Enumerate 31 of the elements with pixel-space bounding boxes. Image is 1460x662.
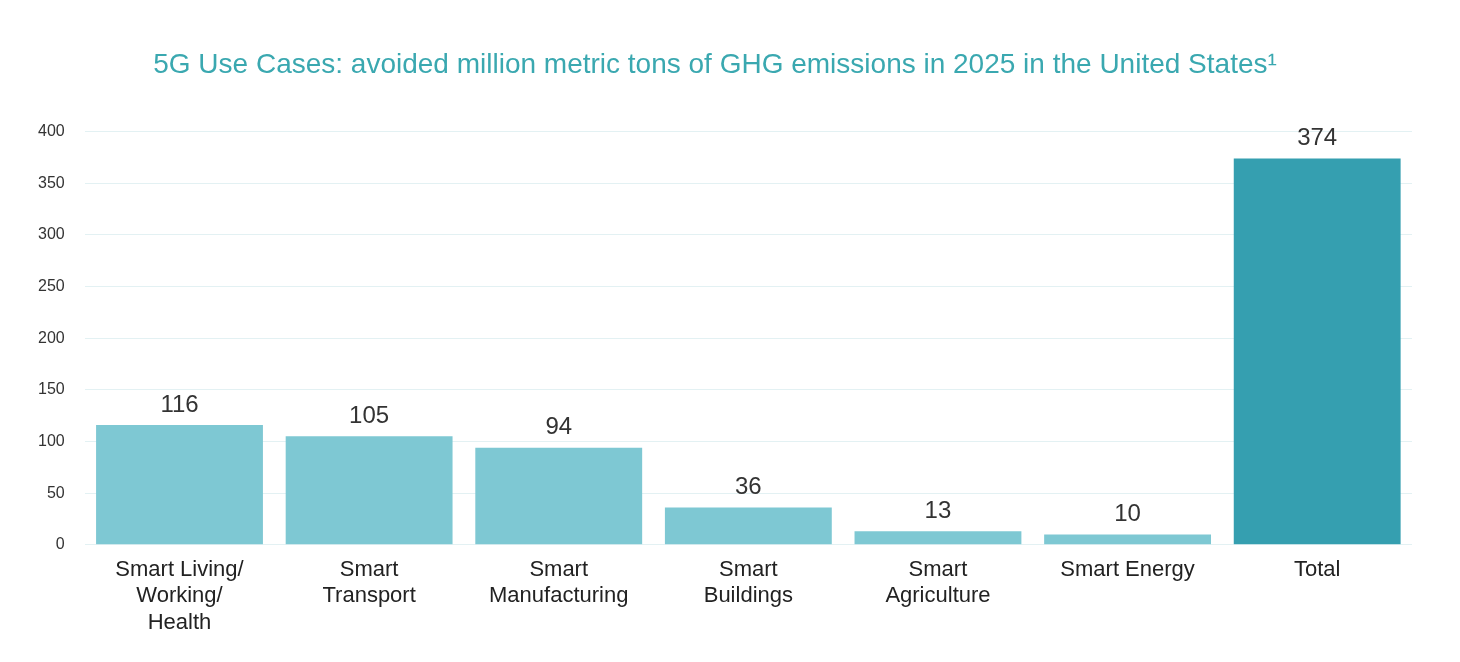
bar (854, 531, 1022, 545)
y-tick-label: 150 (37, 380, 65, 398)
x-tick-label: Smart Buildings (703, 556, 793, 608)
data-label: 94 (545, 412, 573, 440)
x-tick-label: Smart Manufacturing (489, 556, 629, 608)
data-label: 36 (735, 472, 762, 500)
bar (664, 507, 832, 545)
y-tick-label: 200 (37, 328, 65, 346)
data-label: 374 (1297, 123, 1338, 151)
bar (1233, 158, 1401, 545)
data-label: 13 (924, 496, 952, 523)
y-tick-label: 250 (37, 276, 65, 294)
x-tick-label: Total (1293, 556, 1341, 582)
x-tick-label: Smart Transport (322, 556, 416, 608)
y-tick-label: 400 (37, 122, 65, 140)
y-tick-label: 100 (37, 431, 65, 449)
bar (1044, 534, 1212, 545)
y-tick-label: 0 (55, 535, 65, 553)
data-label: 10 (1114, 499, 1141, 527)
bar (96, 424, 263, 545)
y-tick-label: 350 (37, 173, 65, 191)
bar (285, 436, 453, 545)
data-label: 116 (160, 389, 199, 417)
x-tick-label: Smart Living/ Working/ Health (115, 556, 245, 634)
x-tick-label: Smart Agriculture (885, 556, 991, 608)
y-tick-label: 50 (46, 483, 65, 501)
bar (475, 447, 643, 545)
x-tick-label: Smart Energy (1060, 556, 1195, 582)
chart-title: 5G Use Cases: avoided million metric tons of GHG emissions in 2025 in the United States¹ (153, 47, 1277, 79)
data-label: 105 (349, 400, 390, 428)
y-tick-label: 300 (37, 225, 65, 243)
